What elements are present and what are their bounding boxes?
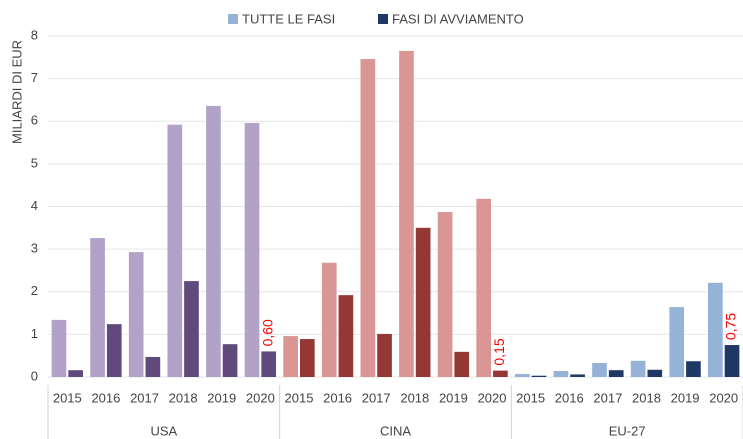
bar — [630, 360, 646, 377]
x-tick-label: 2019 — [439, 390, 468, 405]
group-label: EU-27 — [609, 423, 646, 438]
bar — [360, 59, 376, 378]
x-tick-label: 2016 — [323, 390, 352, 405]
y-tick-label: 2 — [31, 283, 38, 298]
group-label: USA — [150, 423, 177, 438]
y-axis-label: MILIARDI DI EUR — [9, 40, 24, 144]
x-tick-label: 2020 — [246, 390, 275, 405]
bar — [222, 344, 238, 377]
x-tick-label: 2015 — [285, 390, 314, 405]
x-tick-label: 2015 — [53, 390, 82, 405]
bar — [299, 339, 315, 377]
bar — [437, 212, 453, 377]
bar — [283, 336, 298, 377]
bar — [592, 362, 607, 377]
y-tick-label: 1 — [31, 326, 38, 341]
x-tick-label: 2017 — [593, 390, 622, 405]
x-tick-label: 2020 — [709, 390, 738, 405]
group-label: CINA — [380, 423, 411, 438]
bar — [128, 252, 144, 377]
bar — [493, 370, 508, 377]
x-tick-label: 2018 — [169, 390, 198, 405]
bar — [399, 50, 414, 377]
bar — [377, 333, 392, 377]
bar — [686, 361, 701, 377]
bar — [261, 351, 277, 377]
bar — [647, 369, 663, 377]
value-label: 0,60 — [259, 319, 275, 346]
legend-swatch — [378, 14, 388, 24]
x-tick-label: 2018 — [632, 390, 661, 405]
x-tick-label: 2017 — [362, 390, 391, 405]
bar — [553, 371, 569, 377]
x-tick-label: 2017 — [130, 390, 159, 405]
y-tick-label: 6 — [31, 113, 38, 128]
bar — [669, 307, 685, 377]
bar — [68, 370, 83, 377]
bar — [321, 262, 337, 377]
value-label: 0,75 — [723, 313, 739, 340]
bar — [338, 295, 354, 377]
y-tick-label: 4 — [31, 198, 38, 213]
bar — [51, 319, 67, 377]
bar — [531, 375, 547, 377]
bar — [244, 122, 260, 377]
x-tick-label: 2016 — [555, 390, 584, 405]
bar — [708, 282, 723, 377]
y-tick-label: 5 — [31, 155, 38, 170]
bar — [167, 124, 183, 377]
bar — [476, 198, 492, 377]
bar — [608, 370, 624, 377]
x-tick-label: 2016 — [91, 390, 120, 405]
x-tick-label: 2019 — [207, 390, 236, 405]
bar — [184, 281, 199, 377]
bar — [724, 345, 740, 377]
x-tick-label: 2020 — [478, 390, 507, 405]
y-tick-label: 3 — [31, 241, 38, 256]
bar — [570, 374, 585, 377]
y-tick-label: 8 — [31, 27, 38, 42]
bar — [90, 238, 105, 377]
bar — [454, 351, 470, 377]
bar — [145, 356, 161, 377]
y-tick-label: 7 — [31, 70, 38, 85]
value-label: 0,15 — [491, 338, 507, 365]
bar — [106, 324, 122, 377]
y-tick-label: 0 — [31, 368, 38, 383]
bar — [206, 105, 221, 377]
legend-swatch — [228, 14, 238, 24]
legend-label: FASI DI AVVIAMENTO — [392, 11, 524, 26]
x-tick-label: 2018 — [400, 390, 429, 405]
x-tick-label: 2019 — [671, 390, 700, 405]
x-tick-label: 2015 — [516, 390, 545, 405]
legend-label: TUTTE LE FASI — [242, 11, 335, 26]
bar — [514, 374, 530, 377]
bar — [415, 227, 431, 377]
